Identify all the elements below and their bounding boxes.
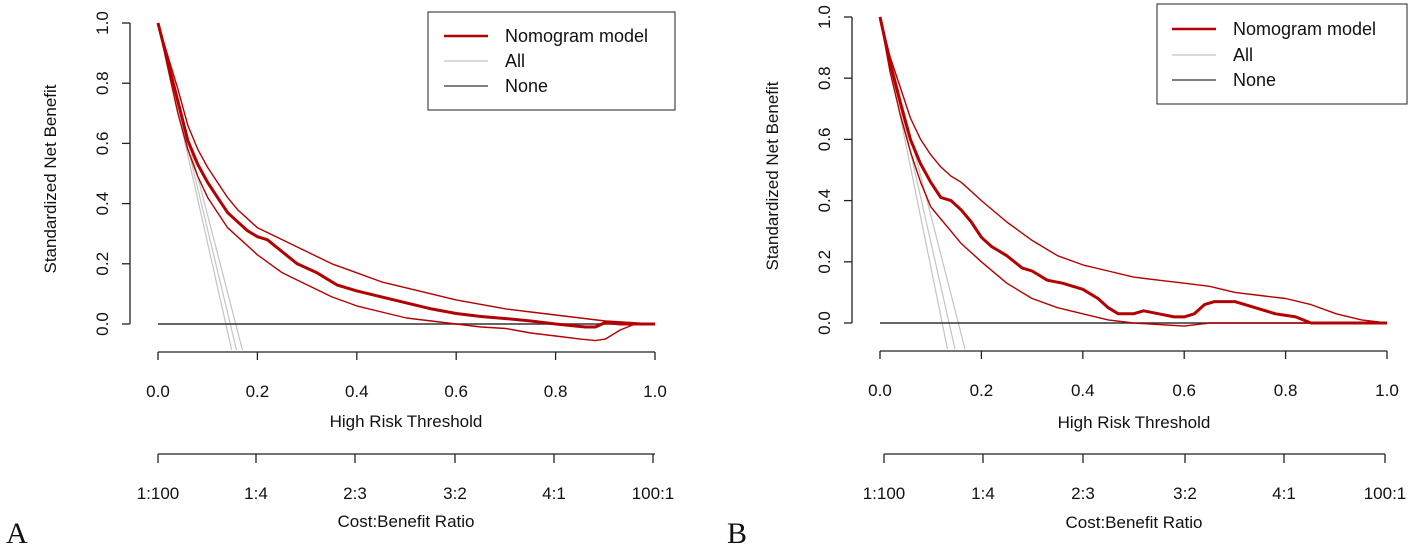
y-axis-ticks: 0.0 0.2 0.4 0.6 0.8 1.0 — [815, 5, 852, 335]
cost-benefit-ticks: 1:100 1:4 2:3 3:2 4:1 100:1 — [863, 454, 1407, 503]
x-axis-title: High Risk Threshold — [1058, 413, 1211, 432]
x-tick-label: 0.2 — [970, 381, 994, 400]
x-tick-label: 0.0 — [146, 382, 170, 401]
curve-group — [878, 16, 1388, 349]
x-tick-label: 1.0 — [1375, 381, 1399, 400]
nomogram-model-line — [156, 22, 655, 329]
nomogram-model-line — [878, 16, 1387, 325]
legend-label-none: None — [1233, 70, 1276, 90]
panel-b: 0.0 0.2 0.4 0.6 0.8 1.0 Standardized Net Bene… — [727, 3, 1408, 550]
nomogram-ci-line — [879, 16, 1387, 327]
y-tick-label: 0.0 — [815, 311, 834, 335]
nomogram-ci-line — [157, 22, 655, 342]
y-tick-label: 0.6 — [815, 128, 834, 152]
y-tick-label: 1.0 — [815, 5, 834, 29]
cost-benefit-tick-label: 2:3 — [343, 484, 367, 503]
y-tick-label: 0.6 — [93, 132, 112, 156]
legend-label-all: All — [1233, 45, 1253, 65]
x-tick-label: 0.6 — [444, 382, 468, 401]
legend-label-model: Nomogram model — [1233, 19, 1376, 39]
treat-all-line — [879, 16, 966, 349]
y-tick-label: 0.2 — [815, 250, 834, 274]
legend: Nomogram model All None — [1156, 3, 1408, 105]
x-axis-title: High Risk Threshold — [330, 412, 483, 431]
cost-benefit-tick-label: 3:2 — [443, 484, 467, 503]
cost-benefit-ticks: 1:100 1:4 2:3 3:2 4:1 100:1 — [137, 454, 675, 503]
legend: Nomogram model All None — [427, 11, 676, 111]
x-tick-label: 0.8 — [1274, 381, 1298, 400]
cost-benefit-tick-label: 3:2 — [1173, 484, 1197, 503]
cost-benefit-tick-label: 100:1 — [1364, 484, 1407, 503]
legend-label-model: Nomogram model — [505, 26, 648, 46]
x-axis-ticks: 0.0 0.2 0.4 0.6 0.8 1.0 — [868, 351, 1399, 400]
nomogram-ci-line — [157, 22, 656, 325]
cost-benefit-tick-label: 1:4 — [244, 484, 268, 503]
x-tick-label: 0.4 — [345, 382, 369, 401]
cost-benefit-tick-label: 1:100 — [137, 484, 180, 503]
y-axis-title: Standardized Net Benefit — [41, 84, 60, 273]
legend-label-all: All — [505, 51, 525, 71]
cost-benefit-tick-label: 4:1 — [1272, 484, 1296, 503]
cost-benefit-tick-label: 2:3 — [1071, 484, 1095, 503]
y-tick-label: 0.8 — [815, 66, 834, 90]
cost-benefit-title: Cost:Benefit Ratio — [1065, 513, 1202, 532]
legend-box — [1156, 3, 1408, 105]
legend-label-none: None — [505, 76, 548, 96]
y-tick-label: 0.2 — [93, 252, 112, 276]
cost-benefit-tick-label: 4:1 — [542, 484, 566, 503]
panel-a: 0.0 0.2 0.4 0.6 0.8 1.0 Standardized Net Bene… — [6, 11, 676, 550]
x-tick-label: 0.6 — [1172, 381, 1196, 400]
x-tick-label: 0.0 — [868, 381, 892, 400]
y-tick-label: 0.4 — [815, 189, 834, 213]
x-tick-label: 1.0 — [643, 382, 667, 401]
panel-letter-b: B — [727, 517, 747, 550]
y-axis-title: Standardized Net Benefit — [763, 81, 782, 270]
x-tick-label: 0.2 — [246, 382, 270, 401]
x-tick-label: 0.4 — [1071, 381, 1095, 400]
y-tick-label: 1.0 — [93, 11, 112, 35]
y-tick-label: 0.4 — [93, 192, 112, 216]
cost-benefit-tick-label: 1:100 — [863, 484, 906, 503]
x-axis-ticks: 0.0 0.2 0.4 0.6 0.8 1.0 — [146, 352, 667, 401]
curve-group — [156, 22, 656, 350]
y-tick-label: 0.8 — [93, 71, 112, 95]
panel-letter-a: A — [6, 517, 28, 550]
nomogram-ci-line — [879, 16, 1388, 324]
cost-benefit-title: Cost:Benefit Ratio — [337, 512, 474, 531]
y-tick-label: 0.0 — [93, 312, 112, 336]
y-axis-ticks: 0.0 0.2 0.4 0.6 0.8 1.0 — [93, 11, 130, 336]
cost-benefit-tick-label: 100:1 — [632, 484, 675, 503]
cost-benefit-tick-label: 1:4 — [971, 484, 995, 503]
x-tick-label: 0.8 — [544, 382, 568, 401]
